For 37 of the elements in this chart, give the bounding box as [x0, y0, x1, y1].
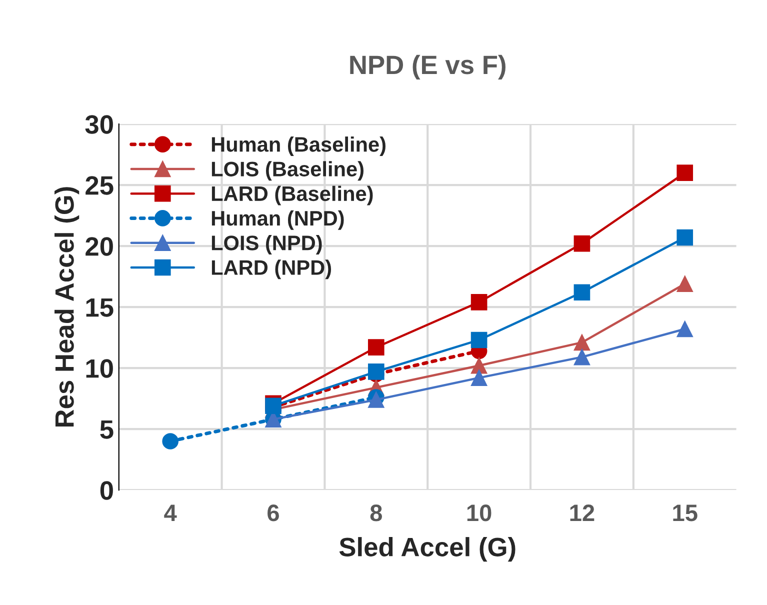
point: [470, 332, 488, 348]
x-tick-label: 6: [268, 504, 279, 522]
y-tick-label: 30: [85, 115, 113, 134]
point: [676, 320, 694, 338]
x-tick-label: 10: [467, 504, 492, 522]
legend-label: LARD (Baseline): [212, 186, 373, 206]
x-tick-label: 4: [164, 504, 177, 522]
legend-label: Human (NPD): [212, 210, 344, 230]
point: [676, 276, 694, 292]
y-tick-label: 5: [100, 420, 114, 439]
point: [162, 433, 178, 450]
point: [368, 364, 384, 380]
y-tick-label: 20: [86, 237, 113, 256]
point: [676, 229, 694, 246]
x-tick-label: 12: [570, 504, 594, 522]
y-tick-label: 25: [86, 176, 114, 195]
legend-label: LOIS (Baseline): [212, 161, 364, 181]
point: [470, 357, 488, 374]
x-tick-label: 15: [673, 504, 698, 522]
y-tick-label: 15: [86, 298, 114, 317]
point: [574, 235, 590, 252]
y-tick-label: 0: [100, 481, 113, 500]
legend-label: LOIS (NPD): [212, 235, 322, 254]
legend-label: Human (Baseline): [212, 136, 386, 156]
legend-label: LARD (NPD): [212, 260, 332, 280]
point: [368, 339, 384, 356]
y-tick-label: 10: [86, 359, 113, 378]
x-tick-label: 8: [370, 504, 382, 522]
y-axis-title: Res Head Accel (G): [54, 187, 80, 426]
point: [574, 348, 590, 366]
point: [574, 284, 590, 301]
point: [470, 370, 488, 386]
point: [574, 334, 590, 351]
point: [470, 294, 488, 310]
chart-title: NPD (E vs F): [350, 54, 506, 80]
x-axis-title: Sled Accel (G): [339, 537, 516, 562]
point: [676, 164, 694, 181]
